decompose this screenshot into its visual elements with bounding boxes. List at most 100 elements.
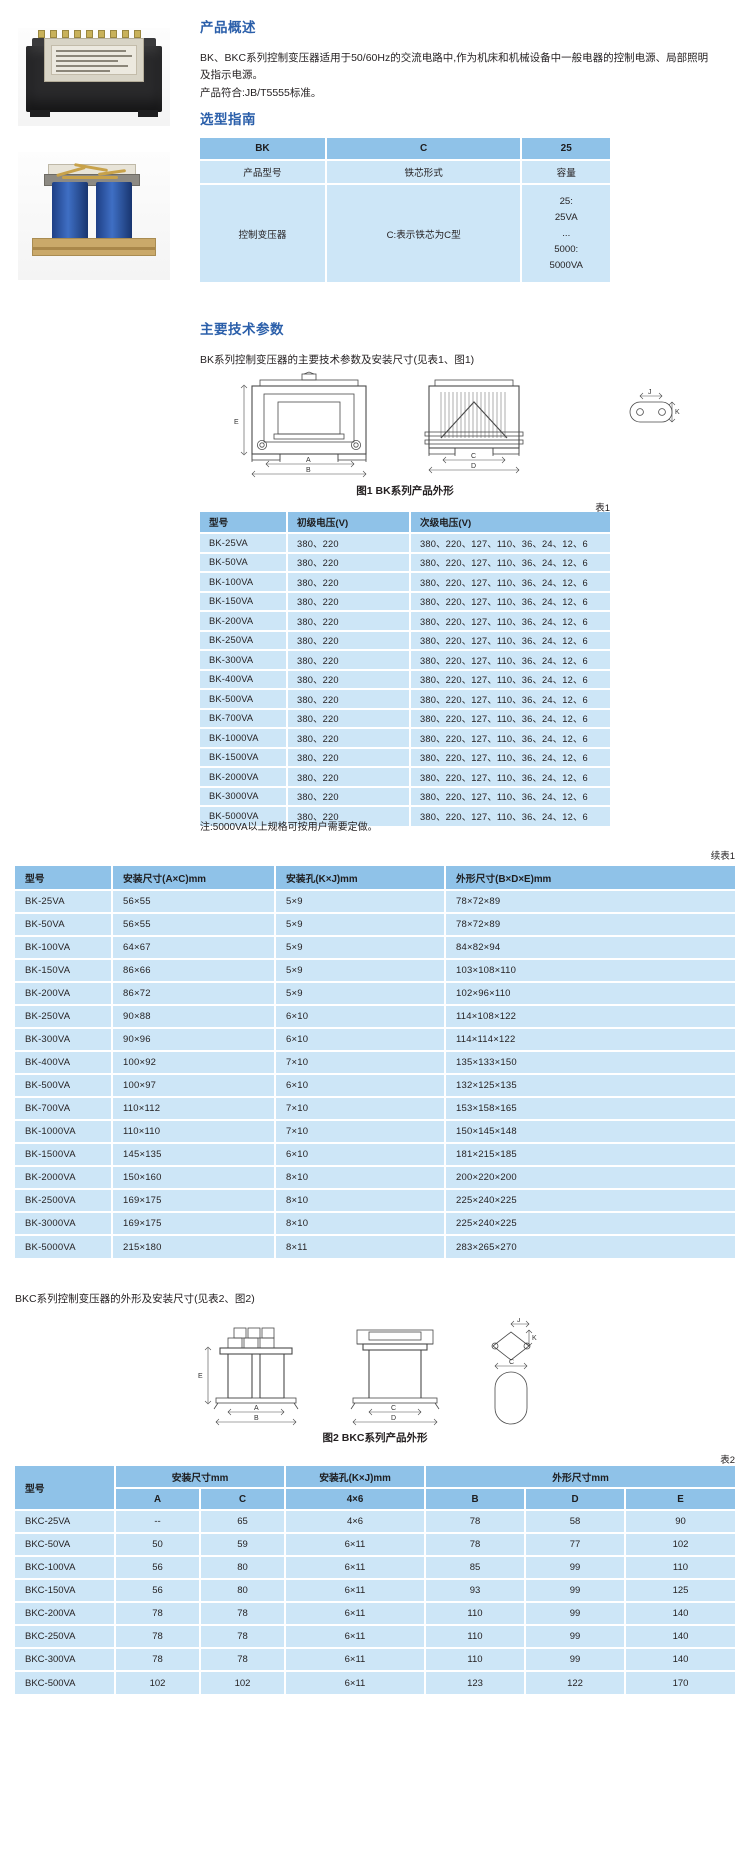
- table-row: BK-50VA 380、220 380、220、127、110、36、24、12、6: [200, 551, 610, 572]
- voltage-cell-value: 380、220、127、110、36、24、12、6: [410, 532, 610, 553]
- bkdim-cell-model: BK-700VA: [15, 1096, 113, 1120]
- bkc-cell-value: 99: [525, 1601, 626, 1625]
- table-row: BK-1500VA 380、220 380、220、127、110、36、24、12…: [200, 746, 610, 767]
- voltage-cell-value: 380、220: [287, 629, 411, 650]
- bkc-cell-value: 6×11: [285, 1532, 426, 1556]
- bkdim-cell-value: 64×67: [112, 935, 276, 959]
- bkdim-cell-value: 56×55: [112, 912, 276, 936]
- voltage-cell-value: 380、220: [287, 785, 411, 806]
- voltage-cell-value: 380、220、127、110、36、24、12、6: [410, 668, 610, 689]
- bkdim-cell-value: 150×160: [112, 1165, 276, 1189]
- bkc-sub-header-4: D: [525, 1488, 626, 1511]
- voltage-cell-value: 380、220: [287, 707, 411, 728]
- table-header-row: 型号 安装尺寸(A×C)mm 安装孔(K×J)mm 外形尺寸(B×D×E)mm: [15, 866, 735, 890]
- bkdim-cell-value: 56×55: [112, 889, 276, 913]
- table-row: BK-25VA 380、220 380、220、127、110、36、24、12、6: [200, 532, 610, 553]
- table-row: BK-700VA 380、220 380、220、127、110、36、24、12、…: [200, 707, 610, 728]
- bkdim-cell-value: 84×82×94: [445, 935, 735, 959]
- bkdim-cell-value: 8×10: [275, 1165, 446, 1189]
- voltage-cell-model: BK-300VA: [200, 649, 288, 670]
- bkc-cell-value: 6×11: [285, 1578, 426, 1602]
- bkdim-cell-value: 145×135: [112, 1142, 276, 1166]
- bkc-cell-value: 90: [625, 1509, 735, 1533]
- bkc-cell-value: --: [115, 1509, 201, 1533]
- voltage-cell-value: 380、220、127、110、36、24、12、6: [410, 610, 610, 631]
- voltage-cell-value: 380、220、127、110、36、24、12、6: [410, 688, 610, 709]
- bkc-cell-model: BKC-150VA: [15, 1578, 116, 1602]
- dim-label-e: E: [234, 419, 239, 426]
- guide-label-core: 铁芯形式: [325, 159, 523, 184]
- bkdim-cell-value: 5×9: [275, 981, 446, 1005]
- bkc-sub-header-5: E: [625, 1488, 735, 1511]
- table-row: BK-250VA 90×88 6×10 114×108×122: [15, 1004, 735, 1028]
- bkdim-cell-value: 102×96×110: [445, 981, 735, 1005]
- bkc-cell-value: 6×11: [285, 1555, 426, 1579]
- bkc-cell-value: 170: [625, 1670, 735, 1694]
- voltage-cell-model: BK-25VA: [200, 532, 288, 553]
- bkdim-cell-value: 90×96: [112, 1027, 276, 1051]
- table-row: BK-3000VA 380、220 380、220、127、110、36、24、12…: [200, 785, 610, 806]
- figure-1-bk-outline: E A B: [200, 368, 735, 483]
- guide-desc-model: 控制变压器: [200, 183, 327, 282]
- bkc-cell-value: 6×11: [285, 1647, 426, 1671]
- bkdim-cell-value: 8×10: [275, 1188, 446, 1212]
- bkdim-col-header-3: 外形尺寸(B×D×E)mm: [445, 866, 735, 890]
- bkc-cell-value: 56: [115, 1555, 201, 1579]
- bkdim-cell-value: 153×158×165: [445, 1096, 735, 1120]
- table-row: BKC-50VA 50 59 6×11 78 77 102: [15, 1532, 735, 1556]
- bkdim-cell-value: 100×97: [112, 1073, 276, 1097]
- table-row: BK-1500VA 145×135 6×10 181×215×185: [15, 1142, 735, 1166]
- table-row: BK-200VA 86×72 5×9 102×96×110: [15, 981, 735, 1005]
- bkdim-cell-value: 7×10: [275, 1119, 446, 1143]
- bkc-cell-model: BKC-200VA: [15, 1601, 116, 1625]
- dim-label-k: K: [675, 409, 680, 416]
- bkc-cell-value: 80: [200, 1578, 286, 1602]
- bkc-cell-value: 99: [525, 1624, 626, 1648]
- table-row: BK-300VA 380、220 380、220、127、110、36、24、12、…: [200, 649, 610, 670]
- bkc-cell-model: BKC-300VA: [15, 1647, 116, 1671]
- table-row: BK-150VA 86×66 5×9 103×108×110: [15, 958, 735, 982]
- bkdim-col-header-0: 型号: [15, 866, 113, 890]
- bkc-intro: BKC系列控制变压器的外形及安装尺寸(见表2、图2): [15, 1293, 255, 1305]
- bkc-cell-value: 78: [200, 1647, 286, 1671]
- bkc-cell-value: 65: [200, 1509, 286, 1533]
- bkc-cell-value: 125: [625, 1578, 735, 1602]
- bkdim-cell-value: 135×133×150: [445, 1050, 735, 1074]
- bkdim-cell-model: BK-1000VA: [15, 1119, 113, 1143]
- bkdim-cell-value: 6×10: [275, 1073, 446, 1097]
- bkdim-cell-value: 181×215×185: [445, 1142, 735, 1166]
- bkc-group-header-0: 型号: [15, 1466, 116, 1511]
- voltage-cell-value: 380、220、127、110、36、24、12、6: [410, 785, 610, 806]
- voltage-cell-value: 380、220: [287, 668, 411, 689]
- voltage-cell-value: 380、220、127、110、36、24、12、6: [410, 707, 610, 728]
- voltage-cell-value: 380、220: [287, 571, 411, 592]
- bkdim-cell-model: BK-50VA: [15, 912, 113, 936]
- voltage-cell-value: 380、220、127、110、36、24、12、6: [410, 727, 610, 748]
- bkdim-cell-value: 90×88: [112, 1004, 276, 1028]
- voltage-cell-value: 380、220: [287, 727, 411, 748]
- bkdim-cell-model: BK-3000VA: [15, 1211, 113, 1235]
- voltage-cell-model: BK-400VA: [200, 668, 288, 689]
- bkc-cell-value: 122: [525, 1670, 626, 1694]
- voltage-spec-table: 型号 初级电压(V) 次级电压(V) BK-25VA 380、220 380、220、1…: [200, 512, 610, 826]
- table-row: BK-400VA 380、220 380、220、127、110、36、24、12、…: [200, 668, 610, 689]
- bkdim-cell-value: 5×9: [275, 935, 446, 959]
- bkc-cell-value: 140: [625, 1601, 735, 1625]
- voltage-cell-value: 380、220、127、110、36、24、12、6: [410, 805, 610, 826]
- table-row: BK-250VA 380、220 380、220、127、110、36、24、12、…: [200, 629, 610, 650]
- bk-dimension-table: 型号 安装尺寸(A×C)mm 安装孔(K×J)mm 外形尺寸(B×D×E)mm BK-…: [15, 866, 735, 1258]
- table-row: BK-5000VA 380、220 380、220、127、110、36、24、12…: [200, 805, 610, 826]
- section-title-specs: 主要技术参数: [200, 322, 284, 337]
- overview-paragraph-1: BK、BKC系列控制变压器适用于50/60Hz的交流电路中,作为机床和机械设备中…: [200, 52, 709, 81]
- bkc-cell-value: 50: [115, 1532, 201, 1556]
- bkdim-cell-value: 110×110: [112, 1119, 276, 1143]
- dim-label-a2: A: [254, 1405, 259, 1412]
- bkdim-cell-value: 78×72×89: [445, 912, 735, 936]
- guide-desc-capacity: 25: 25VA ... 5000: 5000VA: [521, 183, 610, 282]
- bkdim-cell-value: 132×125×135: [445, 1073, 735, 1097]
- bkdim-cell-value: 8×11: [275, 1234, 446, 1258]
- voltage-cell-value: 380、220: [287, 805, 411, 826]
- table-row: BK-400VA 100×92 7×10 135×133×150: [15, 1050, 735, 1074]
- table-row: BK-150VA 380、220 380、220、127、110、36、24、12、…: [200, 590, 610, 611]
- guide-label-model: 产品型号: [200, 159, 327, 184]
